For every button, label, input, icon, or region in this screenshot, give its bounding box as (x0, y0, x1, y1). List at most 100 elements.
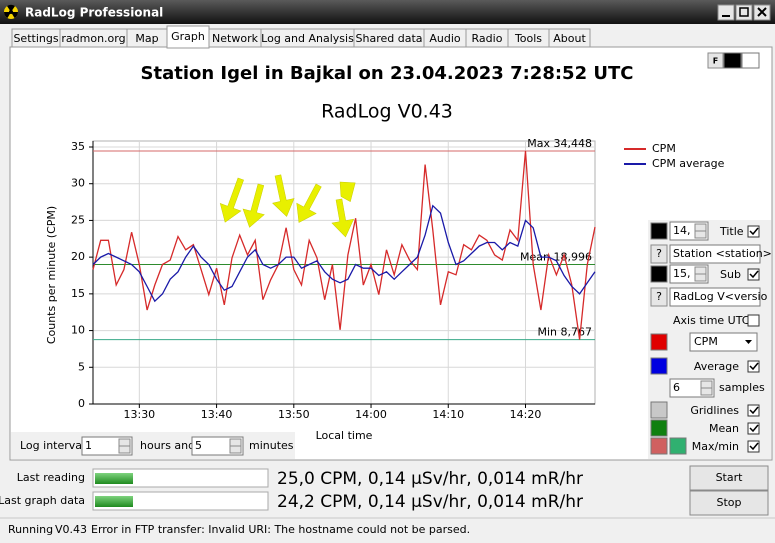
last-graph-bar (92, 491, 269, 511)
sub-label: Sub (720, 268, 741, 281)
last-graph-bar-fill (95, 496, 133, 507)
window-title: RadLog Professional (25, 6, 163, 20)
sub-help-button[interactable] (650, 287, 668, 307)
background-color-button[interactable] (723, 52, 742, 69)
checkmark (749, 227, 759, 236)
average-checkbox[interactable] (747, 360, 760, 373)
mean-label: Mean (709, 422, 739, 435)
legend: CPM CPM average (624, 142, 725, 170)
last-graph-label: Last graph data (0, 494, 85, 507)
tab-label: radmon.org (61, 32, 125, 45)
average-color-button[interactable] (650, 357, 668, 375)
start-button[interactable] (689, 465, 769, 491)
plot-frame (92, 140, 596, 405)
minimize-button[interactable] (717, 4, 735, 21)
y-tick-label: 10 (71, 324, 85, 337)
font-button-label: F (713, 57, 718, 66)
tab-label: Audio (429, 32, 461, 45)
last-reading-bar-fill (95, 473, 133, 484)
cpm-color-button[interactable] (650, 333, 668, 351)
start-label: Start (716, 471, 744, 484)
max-color-button[interactable] (650, 437, 668, 455)
gridlines-label: Gridlines (690, 404, 739, 417)
title-text: Station <station> i (673, 247, 775, 260)
title-label: Title (719, 225, 744, 238)
title-help-button[interactable] (650, 244, 668, 264)
tab-label: Network (212, 32, 259, 45)
spinner-arrows (229, 438, 242, 454)
tab-label: Settings (13, 32, 58, 45)
reference-label: Min 8,767 (537, 326, 592, 339)
mean-color-button[interactable] (650, 419, 668, 437)
log-interval-label: Log interval (20, 439, 85, 452)
axis-time-utc-checkbox[interactable] (747, 314, 760, 327)
sub-size: 15, (673, 267, 691, 280)
tab-label: Graph (171, 30, 205, 43)
font-button[interactable] (707, 52, 724, 69)
stop-label: Stop (716, 496, 741, 509)
tab-label: Log and Analysis (261, 32, 354, 45)
dropdown-arrow (745, 340, 752, 344)
minutes-value: 5 (195, 439, 202, 452)
tab[interactable] (548, 28, 591, 48)
average-label: Average (694, 360, 739, 373)
x-tick-label: 13:40 (201, 408, 233, 421)
y-tick-label: 20 (71, 250, 85, 263)
tab-strip: Settings radmon.org Map Graph Network Log and… (11, 25, 591, 49)
annotation-arrows (219, 174, 356, 238)
checkmark (749, 442, 759, 451)
maxmin-label: Max/min (692, 440, 739, 453)
x-tick-label: 13:30 (123, 408, 155, 421)
series-dropdown[interactable] (689, 332, 758, 352)
sub-textbox[interactable] (669, 287, 761, 307)
checkmark (749, 406, 759, 415)
maximize-button[interactable] (735, 4, 753, 21)
y-tick-label: 35 (71, 140, 85, 153)
gridlines-checkbox[interactable] (747, 404, 760, 417)
reference-label: Mean 18,996 (520, 251, 592, 264)
stop-button[interactable] (689, 490, 769, 516)
mean-checkbox[interactable] (747, 422, 760, 435)
title-textbox[interactable] (669, 244, 761, 264)
title-color-button[interactable] (650, 222, 668, 240)
status-state: Running (8, 523, 53, 536)
close-button[interactable] (753, 4, 771, 21)
y-tick-label: 15 (71, 287, 85, 300)
spinner-arrows (694, 266, 707, 282)
tab-label: Tools (514, 32, 542, 45)
x-tick-label: 14:00 (355, 408, 387, 421)
sub-checkbox[interactable] (747, 268, 760, 281)
chart-title: Station Igel in Bajkal on 23.04.2023 7:2… (141, 63, 634, 84)
x-tick-label: 13:50 (278, 408, 310, 421)
x-axis-label: Local time (316, 429, 373, 442)
maxmin-checkbox[interactable] (747, 440, 760, 453)
status-message: Error in FTP transfer: Invalid URI: The … (91, 523, 470, 536)
spinner-arrows (118, 438, 131, 454)
sub-text: RadLog V<versio (673, 290, 768, 303)
tab-label: Map (135, 32, 158, 45)
samples-label: samples (719, 381, 765, 394)
minutes-label: minutes (249, 439, 294, 452)
checkmark (749, 424, 759, 433)
gridlines-color-button[interactable] (650, 401, 668, 419)
y-tick-label: 5 (78, 360, 85, 373)
y-tick-label: 30 (71, 177, 85, 190)
x-tick-label: 14:10 (432, 408, 464, 421)
tab-label: Shared data (356, 32, 423, 45)
spinner-arrows (694, 223, 707, 239)
title-help: ? (656, 247, 662, 260)
status-version: V0.43 (55, 523, 87, 536)
log-interval-panel (11, 432, 295, 459)
legend-label: CPM average (652, 157, 725, 170)
sub-color-button[interactable] (650, 265, 668, 283)
sub-help: ? (656, 290, 662, 303)
foreground-color-button[interactable] (741, 52, 760, 69)
min-color-button[interactable] (669, 437, 687, 455)
last-reading: 25,0 CPM, 0,14 µSv/hr, 0,014 mR/hr (277, 469, 583, 489)
legend-label: CPM (652, 142, 676, 155)
y-axis-label: Counts per minute (CPM) (45, 206, 58, 344)
hours-value: 1 (85, 439, 92, 452)
title-checkbox[interactable] (747, 225, 760, 238)
axis-time-utc-label: Axis time UTC (673, 314, 750, 327)
